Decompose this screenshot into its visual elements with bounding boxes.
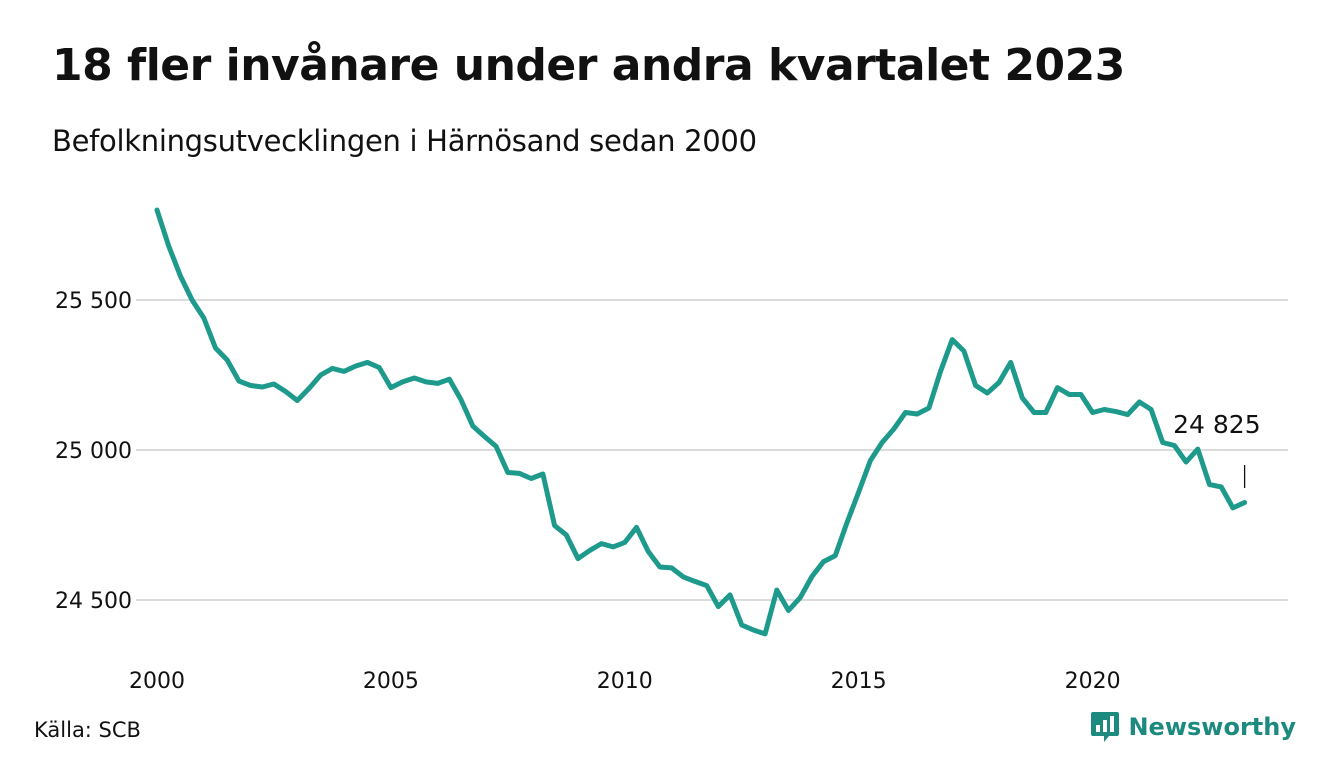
brand-logo: Newsworthy bbox=[1090, 710, 1296, 744]
grid-lines bbox=[136, 299, 1288, 601]
newsworthy-logo-icon bbox=[1091, 712, 1120, 742]
x-tick-label: 2000 bbox=[129, 669, 185, 694]
x-axis-labels: 2000 2005 2010 2015 2020 bbox=[129, 669, 1121, 694]
x-tick-label: 2005 bbox=[363, 669, 419, 694]
y-tick-label: 25 000 bbox=[55, 439, 132, 464]
y-tick-label: 25 500 bbox=[55, 289, 132, 314]
series-group bbox=[154, 207, 1248, 637]
x-tick-label: 2010 bbox=[597, 669, 653, 694]
x-tick-label: 2020 bbox=[1065, 669, 1121, 694]
end-value-label: 24 825 bbox=[1173, 410, 1260, 439]
chart-title: 18 fler invånare under andra kvartalet 2… bbox=[52, 40, 1125, 91]
source-note: Källa: SCB bbox=[34, 718, 141, 742]
chart-subtitle: Befolkningsutvecklingen i Härnösand seda… bbox=[52, 124, 757, 158]
x-tick-label: 2015 bbox=[831, 669, 887, 694]
end-annotation: 24 825 bbox=[1173, 410, 1261, 488]
brand-name: Newsworthy bbox=[1128, 713, 1296, 741]
y-axis-labels: 24 500 25 000 25 500 bbox=[55, 289, 132, 614]
population-line bbox=[154, 207, 1248, 637]
y-tick-label: 24 500 bbox=[55, 589, 132, 614]
